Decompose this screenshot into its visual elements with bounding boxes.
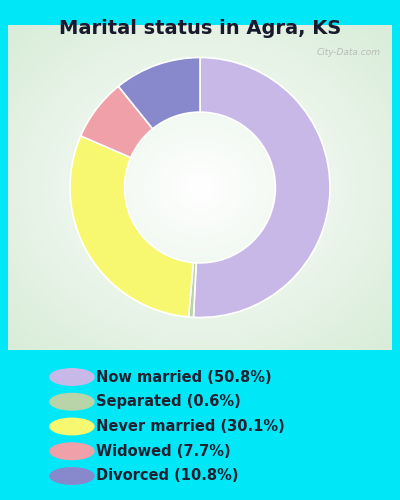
Text: Never married (30.1%): Never married (30.1%) — [96, 419, 285, 434]
Circle shape — [50, 369, 94, 385]
Text: Now married (50.8%): Now married (50.8%) — [96, 370, 272, 384]
Text: Marital status in Agra, KS: Marital status in Agra, KS — [59, 19, 341, 38]
Circle shape — [50, 468, 94, 484]
Wedge shape — [188, 262, 196, 318]
Text: Widowed (7.7%): Widowed (7.7%) — [96, 444, 231, 459]
Wedge shape — [70, 136, 193, 317]
Wedge shape — [194, 58, 330, 318]
Circle shape — [50, 443, 94, 460]
Wedge shape — [118, 58, 200, 129]
Text: City-Data.com: City-Data.com — [316, 48, 380, 56]
Wedge shape — [81, 86, 153, 158]
Circle shape — [50, 394, 94, 410]
Text: Separated (0.6%): Separated (0.6%) — [96, 394, 241, 409]
Text: Divorced (10.8%): Divorced (10.8%) — [96, 468, 238, 483]
Circle shape — [50, 418, 94, 435]
